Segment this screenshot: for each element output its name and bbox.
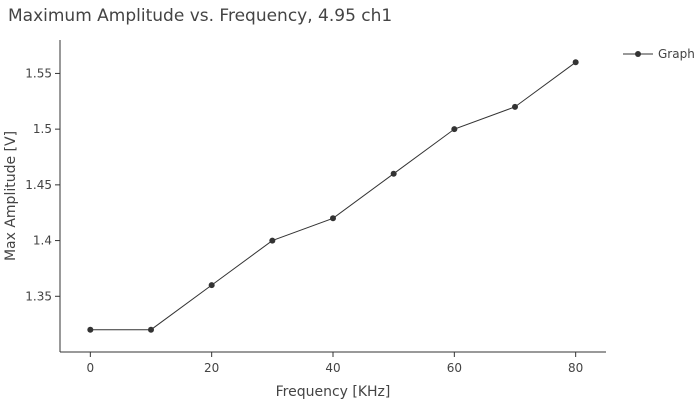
y-axis-ticks: 1.35 1.4 1.45 1.5 1.55 <box>25 66 60 303</box>
y-tick-label: 1.4 <box>33 234 52 248</box>
data-point[interactable] <box>451 126 458 133</box>
series-layer <box>87 59 579 333</box>
legend[interactable]: Graph <box>623 47 695 61</box>
x-tick-label: 0 <box>87 361 95 375</box>
x-tick-label: 40 <box>325 361 340 375</box>
data-point[interactable] <box>87 326 94 333</box>
x-axis-label: Frequency [KHz] <box>276 384 391 400</box>
data-point[interactable] <box>208 282 215 289</box>
data-point[interactable] <box>390 170 397 177</box>
data-point[interactable] <box>512 103 518 110</box>
x-tick-label: 60 <box>447 361 462 375</box>
y-tick-label: 1.35 <box>25 289 52 303</box>
chart-title: Maximum Amplitude vs. Frequency, 4.95 ch… <box>8 6 392 26</box>
legend-label: Graph <box>658 47 695 61</box>
y-axis-label: Max Amplitude [V] <box>3 131 19 261</box>
x-tick-label: 80 <box>568 361 583 375</box>
legend-marker-swatch <box>635 51 641 57</box>
y-tick-label: 1.45 <box>25 178 52 192</box>
y-tick-label: 1.5 <box>33 122 52 136</box>
data-point[interactable] <box>269 237 276 244</box>
plot-area: 1.35 1.4 1.45 1.5 1.55 0 20 40 60 80 <box>25 40 606 375</box>
data-point[interactable] <box>148 326 154 333</box>
x-tick-label: 20 <box>204 361 219 375</box>
series-line <box>90 61 576 331</box>
data-point[interactable] <box>330 215 336 222</box>
data-point[interactable] <box>572 59 579 66</box>
x-axis-ticks: 0 20 40 60 80 <box>87 352 583 375</box>
y-tick-label: 1.55 <box>25 66 52 80</box>
